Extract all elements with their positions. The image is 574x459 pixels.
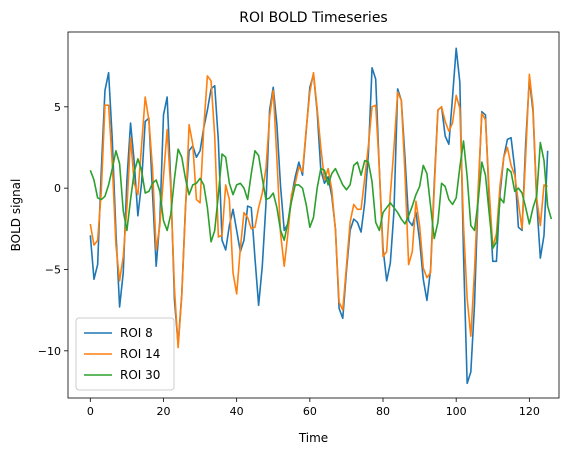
- legend-box: [75, 317, 175, 391]
- legend-label: ROI 8: [120, 326, 153, 340]
- legend-label: ROI 14: [120, 347, 160, 361]
- x-tick-label: 80: [376, 405, 390, 418]
- y-axis-label: BOLD signal: [9, 179, 23, 252]
- x-tick-label: 100: [446, 405, 467, 418]
- plot-frame: [67, 31, 560, 399]
- x-tick-label: 20: [156, 405, 170, 418]
- x-tick-label: 40: [230, 405, 244, 418]
- x-axis: 0 20 40 60 80 100 120: [87, 398, 540, 418]
- x-axis-label: Time: [298, 431, 328, 445]
- series-line-roi-8: [89, 47, 549, 385]
- legend-label: ROI 30: [120, 368, 160, 382]
- series-line-roi-14: [89, 71, 548, 349]
- x-tick-label: 60: [303, 405, 317, 418]
- chart-title: ROI BOLD Timeseries: [239, 10, 387, 26]
- plot-area: [89, 47, 553, 385]
- y-tick-label: 5: [54, 101, 61, 114]
- x-tick-label: 120: [519, 405, 540, 418]
- legend: ROI 8 ROI 14 ROI 30: [75, 317, 175, 391]
- y-tick-label: −10: [38, 345, 61, 358]
- y-tick-label: 0: [54, 182, 61, 195]
- series-line-roi-30: [89, 140, 553, 250]
- x-tick-label: 0: [87, 405, 94, 418]
- y-tick-label: −5: [45, 263, 61, 276]
- y-axis: −10 −5 0 5: [38, 101, 68, 358]
